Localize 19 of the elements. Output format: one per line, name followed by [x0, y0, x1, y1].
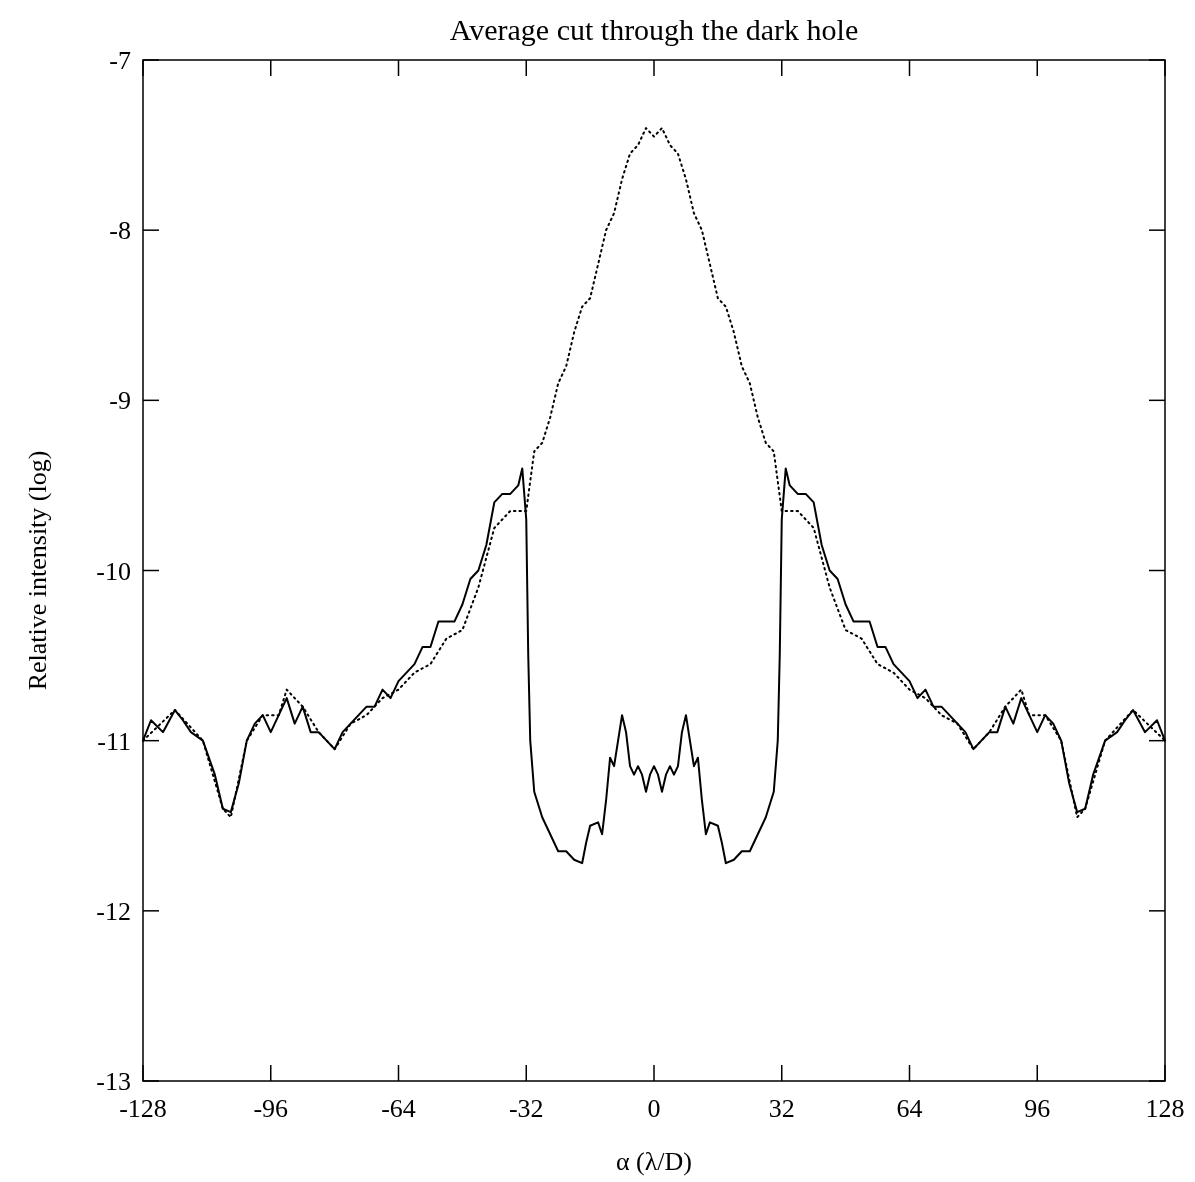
x-tick-label: 64 [896, 1094, 923, 1123]
y-tick-label: -8 [109, 216, 131, 246]
chart-title: Average cut through the dark hole [449, 13, 859, 46]
x-tick-label: 128 [1145, 1094, 1185, 1123]
y-axis-title: Relative intensity (log) [23, 450, 52, 691]
x-tick-label: -64 [381, 1094, 416, 1123]
x-axis-title: α (λ/D) [615, 1147, 693, 1176]
x-tick-label: 32 [768, 1094, 795, 1123]
y-tick-label: -13 [96, 1067, 131, 1096]
x-tick-label: -96 [253, 1094, 289, 1123]
x-tick-label: 96 [1024, 1094, 1051, 1123]
x-tick-label: -128 [119, 1094, 167, 1123]
y-tick-label: -12 [96, 896, 131, 926]
x-tick-label: -32 [508, 1094, 544, 1123]
x-tick-label: 0 [647, 1094, 661, 1123]
y-tick-label: -10 [96, 556, 131, 586]
y-tick-label: -11 [97, 726, 131, 756]
y-tick-label: -7 [109, 46, 131, 75]
y-tick-label: -9 [109, 386, 131, 416]
